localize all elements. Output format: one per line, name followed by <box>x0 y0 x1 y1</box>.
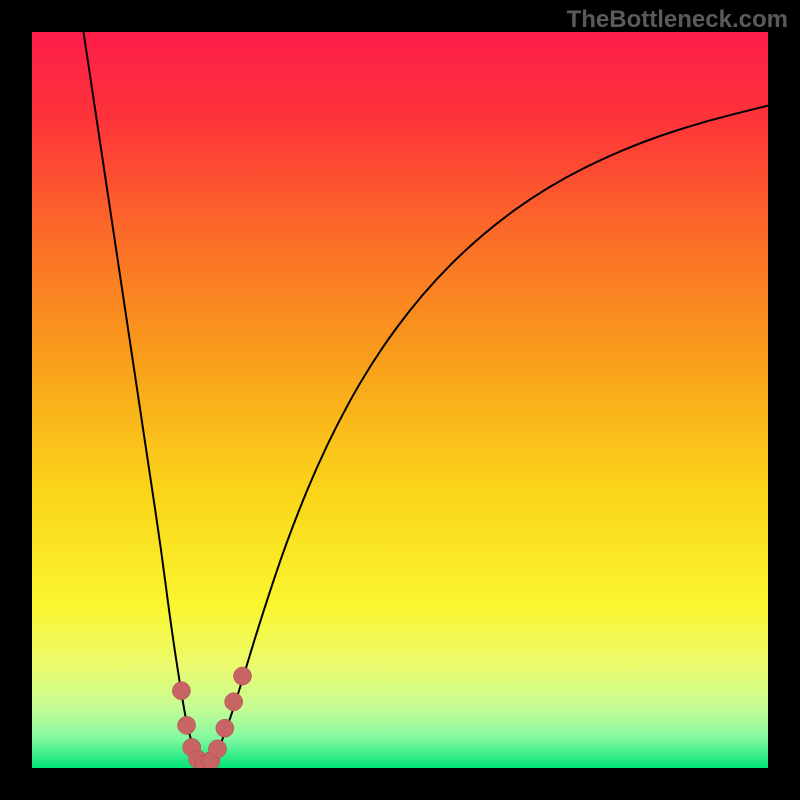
data-marker <box>216 719 234 737</box>
plot-area <box>32 32 768 773</box>
gradient-background <box>32 32 768 768</box>
watermark-text: TheBottleneck.com <box>567 6 788 34</box>
chart-frame: TheBottleneck.com <box>0 0 800 800</box>
plot-svg <box>0 0 800 800</box>
data-marker <box>208 740 226 758</box>
data-marker <box>225 693 243 711</box>
data-marker <box>172 682 190 700</box>
data-marker <box>178 716 196 734</box>
data-marker <box>233 667 251 685</box>
